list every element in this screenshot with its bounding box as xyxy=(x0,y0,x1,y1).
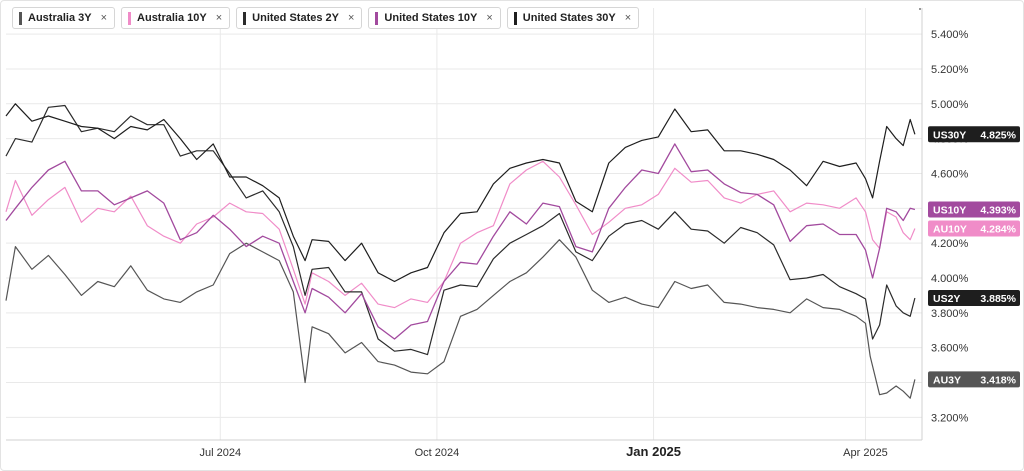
tag-background xyxy=(928,371,1020,388)
legend-label: United States 2Y xyxy=(252,12,339,24)
tag-value: 4.393% xyxy=(980,205,1016,217)
tag-background xyxy=(928,290,1020,307)
close-icon[interactable]: × xyxy=(215,12,223,24)
tag-background xyxy=(928,201,1020,218)
x-tick-label: Apr 2025 xyxy=(843,447,888,459)
tag-code: US2Y xyxy=(933,293,960,305)
tag-code: US30Y xyxy=(933,129,966,141)
tag-code: US10Y xyxy=(933,205,966,217)
series-line-united-states-30y[interactable] xyxy=(5,103,916,283)
last-value-tag-us30y: US30Y 4.825% xyxy=(928,126,1020,143)
tag-background xyxy=(928,220,1020,237)
legend-label: United States 30Y xyxy=(522,12,616,24)
last-value-tag-us2y: US2Y 3.885% xyxy=(928,290,1020,307)
legend-label: Australia 3Y xyxy=(28,12,92,24)
y-tick-label: 4.000% xyxy=(931,273,969,285)
close-icon[interactable]: × xyxy=(624,12,632,24)
close-icon[interactable]: × xyxy=(486,12,493,24)
legend-chip-australia-3y[interactable]: Australia 3Y × xyxy=(12,7,116,29)
series-color-swatch xyxy=(375,11,379,25)
legend-label: United States 10Y xyxy=(384,12,478,24)
y-tick-label: 4.600% xyxy=(931,168,969,180)
tag-value: 4.825% xyxy=(980,129,1016,141)
tag-value: 3.418% xyxy=(980,374,1016,386)
x-tick-label: Jan 2025 xyxy=(626,444,681,459)
legend: Australia 3Y × Australia 10Y × United St… xyxy=(12,7,640,29)
close-icon[interactable]: × xyxy=(100,12,108,24)
tag-code: AU3Y xyxy=(933,374,961,386)
x-tick-label: Oct 2024 xyxy=(415,447,460,459)
legend-chip-united-states-10y[interactable]: United States 10Y × xyxy=(368,7,501,29)
y-tick-label: 5.400% xyxy=(931,29,969,41)
axis-dot xyxy=(919,8,921,10)
series-line-australia-10y[interactable] xyxy=(5,160,916,309)
tag-value: 4.284% xyxy=(980,224,1016,236)
y-tick-label: 5.200% xyxy=(931,64,969,76)
last-value-tag-au10y: AU10Y 4.284% xyxy=(928,220,1020,237)
series-color-swatch xyxy=(513,11,517,25)
legend-label: Australia 10Y xyxy=(137,12,207,24)
y-tick-label: 3.200% xyxy=(931,412,969,424)
series-color-swatch xyxy=(19,11,22,25)
last-value-tags: US30Y 4.825% US10Y 4.393% AU10Y 4.284% US2Y 3.8… xyxy=(928,126,1020,388)
series-color-swatch xyxy=(243,11,247,25)
legend-chip-australia-10y[interactable]: Australia 10Y × xyxy=(121,7,231,29)
y-tick-label: 3.800% xyxy=(931,308,969,320)
last-value-tag-us10y: US10Y 4.393% xyxy=(928,201,1020,218)
series-line-united-states-10y[interactable] xyxy=(5,143,916,340)
y-tick-label: 5.000% xyxy=(931,99,969,111)
legend-chip-united-states-2y[interactable]: United States 2Y × xyxy=(236,7,363,29)
grid-lines xyxy=(6,8,923,441)
y-tick-label: 3.600% xyxy=(931,343,969,355)
series-line-australia-3y[interactable] xyxy=(5,239,916,399)
series-lines xyxy=(5,103,916,399)
tag-value: 3.885% xyxy=(980,293,1016,305)
legend-chip-united-states-30y[interactable]: United States 30Y × xyxy=(506,7,640,29)
close-icon[interactable]: × xyxy=(347,12,355,24)
y-tick-label: 4.200% xyxy=(931,238,969,250)
tag-code: AU10Y xyxy=(933,224,967,236)
tag-background xyxy=(928,126,1020,143)
series-color-swatch xyxy=(128,11,132,25)
x-tick-label: Jul 2024 xyxy=(199,447,241,459)
x-axis-labels: Jul 2024 Oct 2024 Jan 2025 Apr 2025 xyxy=(199,444,887,459)
series-line-united-states-2y[interactable] xyxy=(5,104,916,356)
last-value-tag-au3y: AU3Y 3.418% xyxy=(928,371,1020,388)
